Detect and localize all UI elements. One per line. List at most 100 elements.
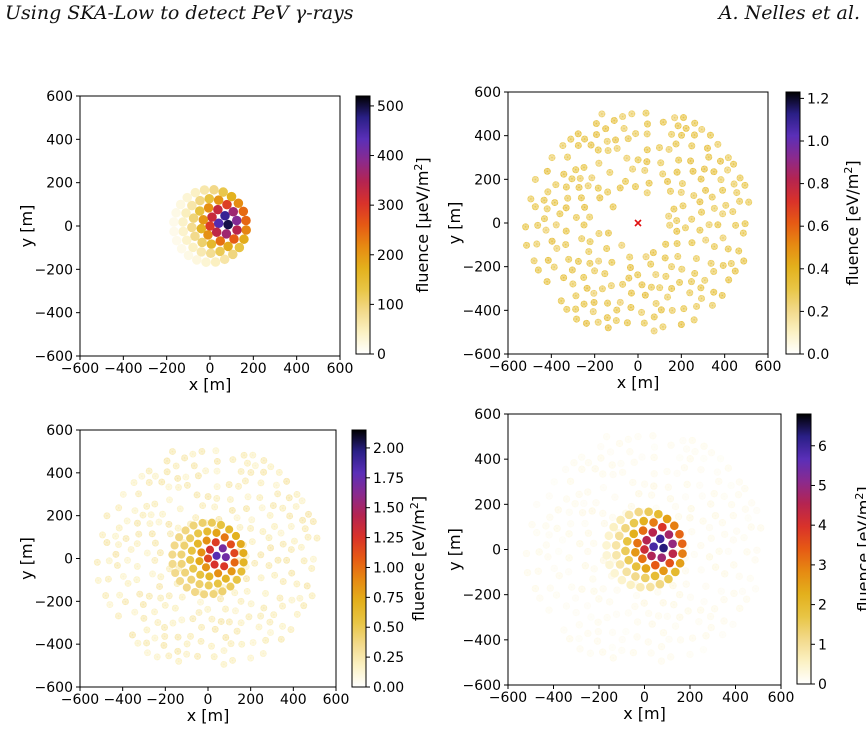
outer-station (564, 568, 573, 576)
outer-station (572, 305, 580, 313)
outer-station (232, 607, 239, 615)
outer-station (588, 507, 596, 515)
outer-station (710, 288, 718, 296)
outer-station (211, 625, 219, 633)
outer-station (581, 562, 589, 570)
y-tick-label: 400 (46, 466, 73, 482)
outer-station (686, 650, 694, 659)
panel-4: −600 −400 −200 0 200 400 600−600−400−200020040… (445, 407, 866, 723)
x-tick-label: 400 (711, 359, 738, 375)
outer-station (711, 512, 720, 520)
outer-station (604, 188, 612, 196)
outer-station (696, 481, 704, 489)
core-station (221, 553, 230, 562)
outer-station (714, 140, 722, 148)
outer-station (670, 205, 678, 213)
core-station (602, 550, 612, 560)
outer-station (300, 557, 308, 565)
colorbar-tick-label: 0.6 (807, 219, 829, 235)
outer-station (106, 601, 114, 609)
outer-station (719, 186, 727, 194)
y-tick-label: 600 (474, 407, 501, 423)
outer-station (686, 289, 694, 297)
outer-station (293, 610, 301, 618)
core-station (655, 534, 665, 544)
outer-station (626, 448, 634, 456)
outer-station (697, 466, 705, 474)
outer-station (580, 163, 588, 171)
core-station (678, 549, 687, 558)
x-tick-label: 600 (755, 359, 782, 375)
outer-station (256, 494, 264, 502)
outer-station (229, 456, 237, 464)
core-station (226, 540, 235, 549)
x-tick-label: 200 (240, 361, 267, 377)
outer-station (157, 573, 165, 581)
outer-station (657, 657, 666, 665)
outer-station (123, 517, 131, 525)
y-axis-label: y [m] (17, 537, 36, 580)
colorbar-tick-label: 6 (818, 439, 827, 455)
outer-station (594, 628, 603, 636)
y-tick-label: 200 (474, 497, 501, 513)
outer-station (745, 198, 753, 206)
outer-station (143, 502, 151, 510)
outer-station (260, 457, 268, 465)
outer-station (665, 145, 673, 153)
x-tick-label: 600 (768, 690, 795, 706)
outer-station (594, 146, 602, 154)
colorbar (351, 429, 367, 688)
outer-station (247, 525, 255, 532)
outer-station (193, 491, 201, 499)
core-station (631, 562, 641, 571)
outer-station (174, 647, 182, 655)
outer-station (160, 642, 168, 649)
outer-station (686, 593, 695, 601)
outer-station (740, 257, 748, 265)
outer-station (640, 599, 648, 607)
core-station (218, 187, 228, 197)
outer-station (562, 227, 570, 235)
outer-station (638, 281, 646, 289)
y-tick-label: 0 (492, 543, 501, 559)
outer-station (623, 319, 631, 327)
outer-station (608, 258, 616, 266)
outer-station (213, 494, 221, 502)
outer-station (613, 144, 621, 152)
outer-station (707, 259, 715, 267)
outer-station (628, 110, 636, 118)
outer-station (618, 468, 627, 476)
outer-station (154, 619, 162, 626)
outer-station (727, 481, 735, 490)
x-tick-label: −200 (580, 690, 618, 706)
outer-station (542, 226, 550, 234)
x-tick-label: 200 (668, 359, 695, 375)
stations (93, 447, 321, 668)
outer-station (625, 274, 633, 282)
outer-station (729, 536, 737, 544)
outer-station (136, 590, 144, 598)
core-station (631, 547, 640, 557)
outer-station (262, 590, 269, 597)
colorbar-tick-label: 2.00 (373, 441, 404, 457)
core-station (181, 208, 191, 218)
outer-station (545, 606, 553, 614)
x-tick-label: 0 (640, 690, 649, 706)
outer-station (650, 470, 658, 478)
outer-station (575, 634, 583, 643)
outer-station (146, 520, 154, 528)
outer-station (576, 645, 584, 653)
core-station (187, 546, 196, 555)
x-tick-label: −600 (61, 692, 99, 708)
outer-station (194, 472, 202, 480)
x-axis-label: x [m] (189, 375, 232, 394)
x-tick-label: −400 (534, 690, 572, 706)
outer-station (624, 435, 632, 444)
outer-station (668, 285, 676, 292)
core-station (640, 545, 649, 554)
core-station (188, 242, 198, 253)
outer-station (269, 502, 277, 509)
core-station (204, 193, 215, 204)
outer-station (591, 465, 599, 473)
outer-station (606, 598, 614, 606)
